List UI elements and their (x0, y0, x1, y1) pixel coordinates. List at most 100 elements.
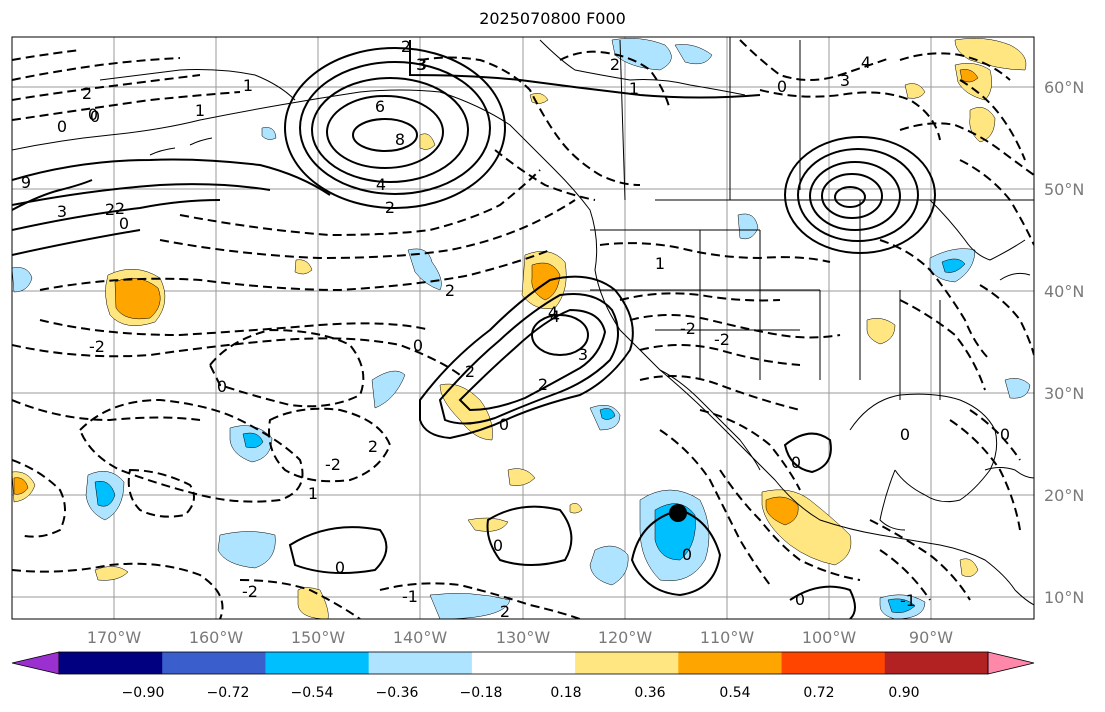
colorbar-tick-label: −0.54 (291, 685, 334, 701)
lat-tick-label: 30°N (1044, 384, 1084, 403)
contour-label: 4 (376, 175, 386, 194)
contour-label: 4 (550, 307, 560, 326)
colorbar-frame (58, 651, 989, 675)
contour-label: 9 (21, 173, 31, 192)
colorbar-tick-label: 0.54 (719, 685, 750, 701)
contour-label: 0 (791, 453, 801, 472)
contour-label: 3 (416, 55, 426, 74)
lon-tick-label: 170°W (87, 628, 142, 647)
colorbar-segment (884, 652, 989, 674)
contour-label: 1 (195, 101, 205, 120)
colorbar-tick-label: 0.36 (634, 685, 665, 701)
colorbar-tick-label: 0.90 (888, 685, 919, 701)
contour-label: 2 (538, 375, 548, 394)
contour-label: 2 (500, 602, 510, 621)
contour-label: 1 (629, 79, 639, 98)
contour-label: -2 (242, 582, 258, 601)
colorbar (11, 651, 1035, 675)
contour-label: 8 (395, 130, 405, 149)
latitude-tick-labels: 60°N 50°N 40°N 30°N 20°N 10°N (1044, 78, 1084, 607)
contour-label: 3 (57, 202, 67, 221)
colorbar-extend-low (11, 651, 60, 675)
contour-label: 1 (308, 484, 318, 503)
contour-label: 6 (375, 97, 385, 116)
contour-label: 0 (682, 545, 692, 564)
lon-tick-label: 150°W (291, 628, 346, 647)
lat-tick-label: 40°N (1044, 282, 1084, 301)
longitude-tick-labels: 170°W 160°W 150°W 140°W 130°W 120°W 110°… (87, 628, 953, 647)
contour-label: -1 (900, 591, 916, 610)
contour-label: 2 (445, 281, 455, 300)
contour-label: -2 (714, 330, 730, 349)
lon-tick-label: 130°W (496, 628, 551, 647)
contour-label: 0 (119, 214, 129, 233)
map-frame (11, 36, 1035, 620)
colorbar-segment (471, 652, 576, 674)
contour-label: 0 (335, 558, 345, 577)
contour-label: 0 (795, 590, 805, 609)
contour-label: 0 (777, 77, 787, 96)
colorbar-tick-label: 0.72 (803, 685, 834, 701)
colorbar-segment (265, 652, 370, 674)
lat-tick-label: 10°N (1044, 588, 1084, 607)
colorbar-segment (162, 652, 266, 674)
contour-label: -1 (402, 587, 418, 606)
colorbar-tick-label: −0.72 (207, 685, 250, 701)
map-title: 2025070800 F000 (479, 9, 626, 28)
colorbar-tick-label: −0.36 (376, 685, 419, 701)
colorbar-segment (368, 652, 473, 674)
negative-anomaly-fills (12, 38, 1031, 619)
colorbar-extend-high (987, 651, 1035, 675)
contour-label: 3 (578, 345, 588, 364)
contour-label: 1 (655, 254, 665, 273)
contour-label: -2 (325, 455, 341, 474)
contour-label: 3 (840, 71, 850, 90)
contour-label: 2 (401, 37, 411, 56)
colorbar-segment (59, 652, 163, 674)
contour-label: 0 (413, 336, 423, 355)
lon-tick-label: 110°W (700, 628, 755, 647)
lon-tick-label: 90°W (909, 628, 953, 647)
colorbar-tick-label: −0.90 (122, 685, 165, 701)
storm-center-marker (669, 504, 687, 522)
contour-label: 0 (900, 425, 910, 444)
contour-label: 2 (610, 55, 620, 74)
colorbar-tick-label: −0.18 (460, 685, 503, 701)
contour-label: 0 (90, 107, 100, 126)
colorbar-segment (575, 652, 679, 674)
colorbar-segment (678, 652, 783, 674)
contour-label: 2 (82, 84, 92, 103)
contour-label: 2 (465, 362, 475, 381)
lon-tick-label: 160°W (189, 628, 244, 647)
contour-label: 2 (385, 198, 395, 217)
contour-label: -2 (680, 319, 696, 338)
contour-label: 0 (217, 377, 227, 396)
contour-label: 3 (417, 55, 427, 74)
lon-tick-label: 120°W (598, 628, 653, 647)
contour-label: 2 (368, 437, 378, 456)
lat-tick-label: 50°N (1044, 180, 1084, 199)
contour-label: 2 (105, 200, 115, 219)
contour-label: 0 (88, 105, 98, 124)
contour-label: 1 (243, 76, 253, 95)
lat-tick-label: 60°N (1044, 78, 1084, 97)
lon-tick-label: 140°W (393, 628, 448, 647)
contour-label: 4 (548, 303, 558, 322)
colorbar-segment (781, 652, 886, 674)
contour-label: -2 (89, 337, 105, 356)
coastlines-and-borders (12, 37, 1034, 606)
contour-label: 0 (499, 415, 509, 434)
positive-anomaly-fills (12, 38, 1027, 619)
contour-label: 0 (1000, 425, 1010, 444)
colorbar-tick-label: 0.18 (550, 685, 581, 701)
contour-label: 2 (115, 199, 125, 218)
contour-label: 4 (861, 53, 871, 72)
solid-contours (12, 40, 936, 619)
contour-label: 0 (493, 536, 503, 555)
colorbar-tick-labels: −0.90 −0.72 −0.54 −0.36 −0.18 0.18 0.36 … (122, 685, 920, 701)
contour-label: 0 (57, 117, 67, 136)
lat-tick-label: 20°N (1044, 486, 1084, 505)
dashed-contours (12, 39, 1034, 619)
